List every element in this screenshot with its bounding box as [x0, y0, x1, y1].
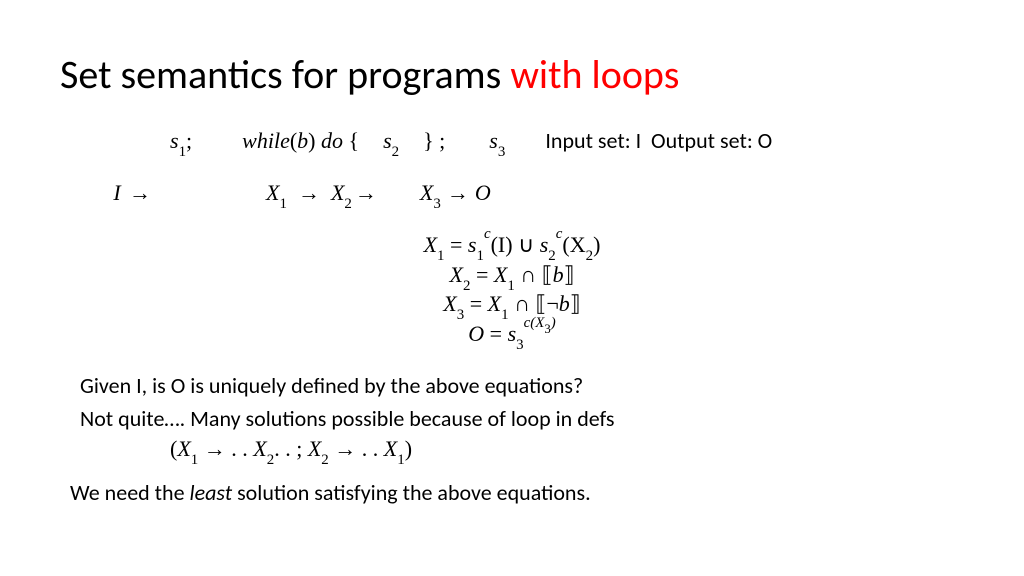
title-part1: Set semantics for programs — [60, 50, 510, 99]
stmt-s1: s1; — [170, 128, 192, 154]
stmt-s2: s2 — [383, 128, 399, 154]
io-sets-label: Input set: I Output set: O — [545, 127, 772, 154]
question-text: Given I, is O is uniquely defined by the… — [80, 371, 964, 401]
flow-O: O — [475, 180, 491, 206]
program-statement-row: s1; while(b) do { s2 } ; s3 Input set: I… — [170, 127, 964, 154]
stmt-rbrace: } ; — [423, 128, 445, 154]
arrow-icon: → — [441, 180, 475, 206]
stmt-while: while(b) do { — [242, 128, 359, 154]
answer-text: Not quite…. Many solutions possible beca… — [80, 404, 964, 434]
conclusion-text: We need the least solution satisfying th… — [70, 478, 964, 508]
flow-I: I — [108, 180, 126, 206]
flow-row: I → X1 → X2 → X3 → O — [108, 180, 964, 206]
equation-4: O = s3c(X3) — [60, 319, 964, 349]
slide-title: Set semantics for programs with loops — [60, 50, 964, 99]
arrow-icon: → — [126, 180, 154, 206]
equation-2: X2 = X1 ∩ ⟦b⟧ — [60, 260, 964, 290]
flow-X1: X1 — [266, 180, 287, 206]
arrow-icon: → — [352, 180, 380, 206]
loop-definition: (X1 → . . X2. . ; X2 → . . X1) — [170, 436, 964, 462]
slide-container: Set semantics for programs with loops s1… — [0, 0, 1024, 548]
flow-X2: X2 — [331, 180, 352, 206]
arrow-icon: → — [287, 180, 331, 206]
stmt-s3: s3 — [489, 128, 505, 154]
equation-1: X1 = s1c(I) ∪ s2c(X2) — [60, 230, 964, 260]
title-accent: with loops — [510, 50, 679, 99]
flow-X3: X3 — [420, 180, 441, 206]
equation-block: X1 = s1c(I) ∪ s2c(X2) X2 = X1 ∩ ⟦b⟧ X3 =… — [60, 230, 964, 349]
